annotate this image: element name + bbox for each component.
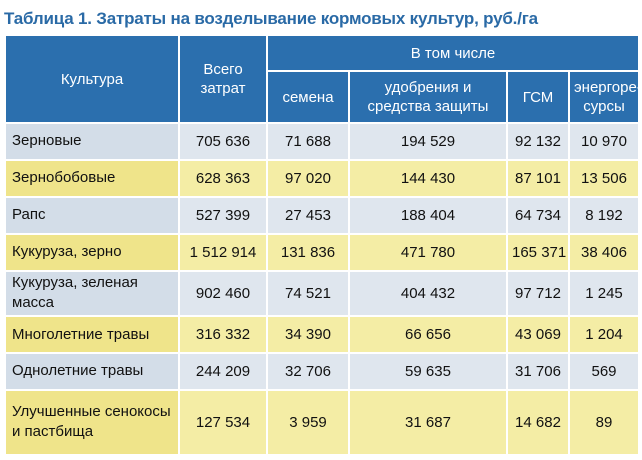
cell-seeds: 27 453 [266, 195, 350, 235]
cell-fertilizers: 31 687 [348, 388, 508, 457]
table-row: Зернобобовые 628 363 97 020 144 430 87 1… [4, 158, 640, 198]
cell-total: 316 332 [178, 315, 268, 354]
cell-seeds: 97 020 [266, 158, 350, 198]
table-row: Однолетние травы 244 209 32 706 59 635 3… [4, 351, 640, 391]
table-row: Улучшенные сенокосы и пастбища 127 534 3… [4, 388, 640, 457]
cell-energy: 1 245 [568, 269, 640, 318]
cell-total: 527 399 [178, 195, 268, 235]
cell-fuel: 97 712 [506, 269, 570, 318]
costs-table: Культура Всего затрат В том числе семена… [4, 34, 640, 457]
cell-culture: Рапс [4, 195, 180, 235]
header-seeds: семена [266, 70, 350, 124]
cell-total: 628 363 [178, 158, 268, 198]
cell-energy: 1 204 [568, 315, 640, 354]
cell-energy: 13 506 [568, 158, 640, 198]
cell-fertilizers: 59 635 [348, 351, 508, 391]
cell-total: 127 534 [178, 388, 268, 457]
cell-total: 1 512 914 [178, 232, 268, 272]
cell-energy: 569 [568, 351, 640, 391]
cell-culture: Кукуруза, зерно [4, 232, 180, 272]
cell-energy: 10 970 [568, 122, 640, 161]
cell-fertilizers: 471 780 [348, 232, 508, 272]
table-row: Зерновые 705 636 71 688 194 529 92 132 1… [4, 122, 640, 161]
cell-seeds: 3 959 [266, 388, 350, 457]
cell-seeds: 74 521 [266, 269, 350, 318]
cell-fuel: 14 682 [506, 388, 570, 457]
cell-fertilizers: 404 432 [348, 269, 508, 318]
cell-seeds: 34 390 [266, 315, 350, 354]
cell-culture: Многолетние травы [4, 315, 180, 354]
cell-fuel: 165 371 [506, 232, 570, 272]
cell-culture: Однолетние травы [4, 351, 180, 391]
table-row: Кукуруза, зеленая масса 902 460 74 521 4… [4, 269, 640, 318]
header-energy: энергоре-сурсы [568, 70, 640, 124]
header-fuel: ГСМ [506, 70, 570, 124]
cell-fuel: 31 706 [506, 351, 570, 391]
cell-fertilizers: 66 656 [348, 315, 508, 354]
cell-fertilizers: 188 404 [348, 195, 508, 235]
cell-total: 902 460 [178, 269, 268, 318]
cell-energy: 38 406 [568, 232, 640, 272]
header-fertilizers: удобрения и средства защиты [348, 70, 508, 124]
header-culture: Культура [4, 34, 180, 124]
cell-total: 705 636 [178, 122, 268, 161]
cell-fertilizers: 144 430 [348, 158, 508, 198]
cell-seeds: 71 688 [266, 122, 350, 161]
cell-total: 244 209 [178, 351, 268, 391]
header-including: В том числе [266, 34, 640, 72]
cell-culture: Зернобобовые [4, 158, 180, 198]
cell-fuel: 92 132 [506, 122, 570, 161]
table-row: Многолетние травы 316 332 34 390 66 656 … [4, 315, 640, 354]
cell-fuel: 87 101 [506, 158, 570, 198]
table-row: Кукуруза, зерно 1 512 914 131 836 471 78… [4, 232, 640, 272]
cell-energy: 89 [568, 388, 640, 457]
cell-culture: Зерновые [4, 122, 180, 161]
table-title: Таблица 1. Затраты на возделывание кормо… [4, 9, 538, 28]
cell-fuel: 43 069 [506, 315, 570, 354]
cell-fertilizers: 194 529 [348, 122, 508, 161]
cell-seeds: 32 706 [266, 351, 350, 391]
header-total: Всего затрат [178, 34, 268, 124]
cell-fuel: 64 734 [506, 195, 570, 235]
cell-seeds: 131 836 [266, 232, 350, 272]
cell-energy: 8 192 [568, 195, 640, 235]
cell-culture: Улучшенные сенокосы и пастбища [4, 388, 180, 457]
cell-culture: Кукуруза, зеленая масса [4, 269, 180, 318]
table-row: Рапс 527 399 27 453 188 404 64 734 8 192 [4, 195, 640, 235]
